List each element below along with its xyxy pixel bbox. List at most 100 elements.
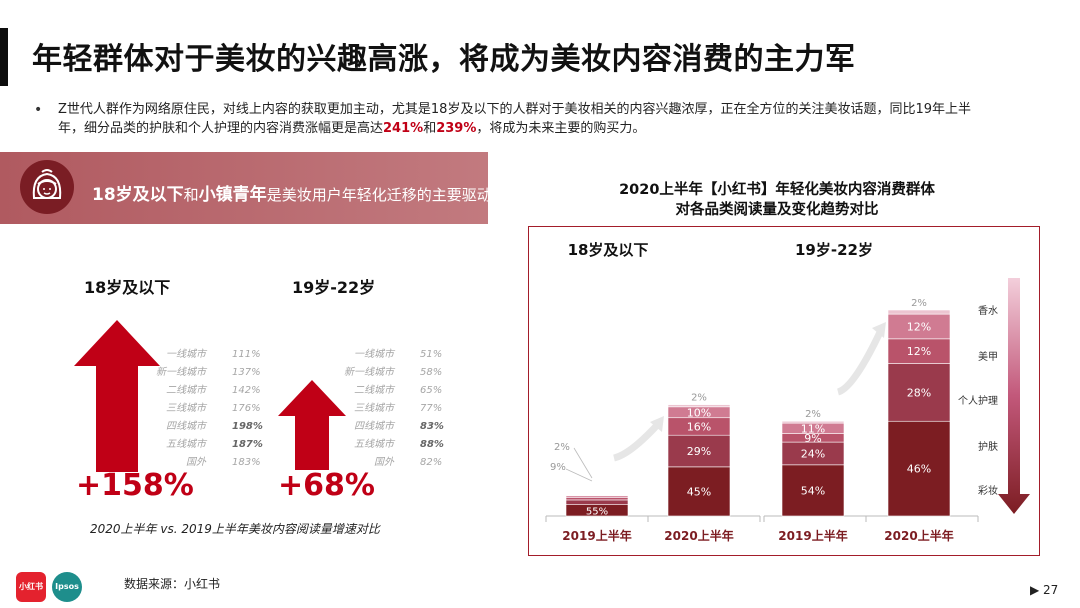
xiaohongshu-logo: 小红书	[16, 572, 46, 602]
chart-group-label: 18岁及以下	[568, 241, 649, 259]
city-label: 国外	[186, 457, 206, 468]
banner-rest: 是美妆用户年轻化迁移的主要驱动力	[266, 186, 507, 204]
bar-label-outside: 9%	[550, 462, 566, 473]
bar-label: 16%	[687, 420, 711, 433]
legend-label: 个人护理	[958, 394, 998, 407]
trend-arrow	[836, 326, 886, 396]
city-label: 国外	[374, 457, 394, 468]
up-arrow-icon-19-22	[278, 380, 346, 470]
banner-and: 和	[183, 186, 199, 204]
trend-arrowhead	[650, 416, 664, 432]
legend-label: 彩妆	[978, 484, 998, 497]
pct-value: 137%	[232, 367, 261, 378]
pct-value: 58%	[420, 367, 443, 378]
summary-text: Z世代人群作为网络原住民，对线上内容的获取更加主动，尤其是18岁及以下的人群对于…	[58, 100, 988, 138]
summary-and: 和	[423, 121, 437, 136]
pct-list-19-22: 51% 58% 65% 77% 83% 88% 82%	[420, 346, 444, 472]
city-label: 新一线城市	[156, 367, 206, 378]
trend-arrowhead	[872, 322, 886, 338]
city-label: 二线城市	[354, 385, 394, 396]
bar-label: 54%	[801, 484, 825, 497]
pct-value: 176%	[232, 403, 261, 414]
bar-segment-美甲	[887, 313, 951, 340]
bar-label: 11%	[801, 422, 825, 435]
pct-value: 187%	[232, 439, 263, 450]
bar-label-outside: 2%	[554, 442, 570, 453]
bar-label: 9%	[804, 432, 821, 445]
city-label: 一线城市	[166, 349, 206, 360]
page-number: ▶ 27	[1030, 583, 1059, 597]
bar-label: 45%	[687, 485, 711, 498]
pct-value: 65%	[420, 385, 443, 396]
legend-label: 香水	[978, 305, 998, 317]
city-list-under18: 一线城市 新一线城市 二线城市 三线城市 四线城市 五线城市 国外	[140, 346, 206, 472]
chart-title-line2: 对各品类阅读量及变化趋势对比	[675, 202, 879, 218]
group-label-19-22: 19岁-22岁	[292, 278, 376, 297]
city-label: 三线城市	[354, 403, 394, 414]
bar-segment-彩妆	[667, 466, 731, 517]
bar-segment-个人护理	[887, 338, 951, 364]
bar-label-outside: 2%	[691, 393, 707, 404]
city-label: 三线城市	[166, 403, 206, 414]
summary-text-part1: Z世代人群作为网络原住民，对线上内容的获取更加主动，尤其是18岁及以下的人群对于…	[58, 102, 971, 136]
trend-arrow	[612, 419, 663, 462]
highlight-241: 241%	[383, 121, 424, 136]
banner-highlight-town: 小镇青年	[198, 185, 267, 205]
bar-segment-个人护理	[565, 497, 629, 501]
city-label: 一线城市	[354, 349, 394, 360]
chart-title: 2020上半年【小红书】年轻化美妆内容消费群体 对各品类阅读量及变化趋势对比	[528, 180, 1026, 220]
bar-label: 12%	[907, 320, 931, 333]
category-label: 2019上半年	[562, 528, 631, 543]
legend-label: 美甲	[978, 350, 998, 363]
category-label: 2020上半年	[884, 528, 953, 543]
city-label: 二线城市	[166, 385, 206, 396]
total-growth-under18: +158%	[76, 468, 194, 503]
bar-segment-护肤	[565, 499, 629, 505]
legend-label: 护肤	[978, 440, 998, 453]
pct-value: 88%	[420, 439, 444, 450]
bar-segment-护肤	[887, 363, 951, 422]
pct-value: 51%	[420, 349, 443, 360]
total-growth-19-22: +68%	[278, 468, 375, 503]
bar-label-outside: 2%	[805, 409, 821, 420]
pct-value: 77%	[420, 403, 443, 414]
bar-label: 12%	[907, 345, 931, 358]
bar-label-outside: 2%	[911, 298, 927, 309]
city-label: 新一线城市	[344, 367, 394, 378]
banner-text: 18岁及以下和小镇青年是美妆用户年轻化迁移的主要驱动力	[92, 180, 507, 205]
city-label: 五线城市	[354, 439, 394, 450]
group-label-under18: 18岁及以下	[84, 278, 171, 297]
label-leader-line	[573, 447, 593, 479]
city-label: 四线城市	[166, 421, 206, 432]
city-label: 五线城市	[166, 439, 206, 450]
pct-value: 82%	[420, 457, 443, 468]
bar-label: 28%	[907, 386, 931, 399]
pct-value: 198%	[232, 421, 263, 432]
pct-value: 111%	[232, 349, 261, 360]
left-caption: 2020上半年 vs. 2019上半年美妆内容阅读量增速对比	[90, 522, 380, 536]
bar-label: 24%	[801, 447, 825, 460]
up-arrow-icon-under18	[74, 320, 160, 472]
city-label: 四线城市	[354, 421, 394, 432]
bar-segment-香水	[667, 404, 731, 408]
chart-frame	[528, 226, 1040, 556]
stacked-bar-chart: 18岁及以下 19岁-22岁55%45%29%16%10%2%54%24%9%11…	[545, 241, 1030, 543]
banner	[0, 152, 488, 224]
girl-face-icon	[20, 160, 74, 214]
highlight-239: 239%	[436, 121, 477, 136]
category-label: 2019上半年	[778, 528, 847, 543]
bar-segment-香水	[781, 420, 845, 424]
bar-segment-彩妆	[887, 420, 951, 517]
pct-list-under18: 111% 137% 142% 176% 198% 187% 183%	[232, 346, 263, 472]
title-accent-bar	[0, 28, 8, 86]
label-leader-line	[565, 468, 593, 482]
bar-segment-护肤	[667, 434, 731, 468]
banner-highlight-age: 18岁及以下	[92, 185, 184, 205]
category-label: 2020上半年	[664, 528, 733, 543]
chart-group-label: 19岁-22岁	[795, 241, 873, 259]
bar-segment-彩妆	[781, 464, 845, 517]
legend-gradient-arrow	[998, 278, 1030, 514]
data-source: 数据来源：小红书	[124, 577, 221, 591]
page-title: 年轻群体对于美妆的兴趣高涨，将成为美妆内容消费的主力军	[32, 42, 856, 77]
bar-label: 29%	[687, 445, 711, 458]
